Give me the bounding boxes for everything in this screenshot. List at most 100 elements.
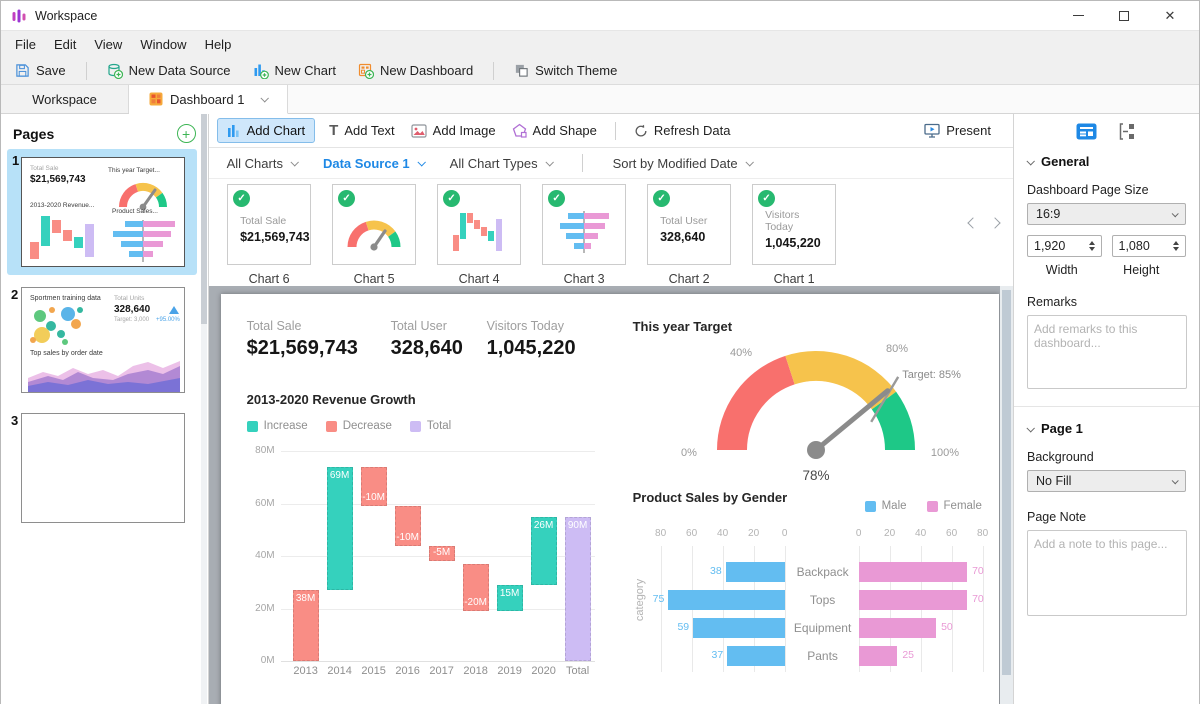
- menu-window[interactable]: Window: [140, 36, 187, 52]
- add-text-button[interactable]: T Add Text: [329, 122, 395, 139]
- bar-chart-plot[interactable]: 0 0 20 20 40 40 60 60 80 80 Backpack 38 70 Tops 75 70 Eq…: [645, 524, 997, 692]
- structure-view-icon[interactable]: [1119, 123, 1137, 140]
- dashboard-page[interactable]: Total Sale $21,569,743 Total User 328,64…: [220, 294, 999, 704]
- new-data-source-icon: [108, 63, 123, 79]
- gallery-card-label: Chart 3: [563, 272, 605, 286]
- gallery-card-chart-6[interactable]: ✓ Total Sale $21,569,743: [227, 184, 312, 265]
- add-page-button[interactable]: +: [176, 124, 196, 143]
- present-button[interactable]: Present: [922, 119, 993, 142]
- canvas-scrollbar[interactable]: [1000, 286, 1013, 704]
- bar-chart-y-axis-label: category: [633, 578, 646, 622]
- filter-separator: [581, 154, 583, 172]
- new-chart-icon: [254, 64, 269, 79]
- title-bar: Workspace ✕: [1, 1, 1199, 31]
- thumbnail-bars-mini: [113, 220, 175, 262]
- add-chart-icon: [227, 124, 239, 137]
- legend-swatch-total: [409, 420, 421, 432]
- minimize-button[interactable]: [1067, 7, 1089, 25]
- waterfall-chart-title: 2013-2020 Revenue Growth: [246, 392, 416, 407]
- page-thumbnail-2[interactable]: Sportmen training data Total Units 328,6…: [21, 287, 185, 393]
- kpi-total-user[interactable]: Total User 328,640: [390, 319, 463, 359]
- dashboard-settings-icon[interactable]: [1076, 123, 1097, 140]
- pages-scrollbar[interactable]: [200, 114, 207, 704]
- close-button[interactable]: ✕: [1164, 7, 1176, 23]
- pages-title: Pages: [13, 125, 55, 142]
- page-thumbnail-3[interactable]: [21, 413, 185, 523]
- refresh-data-button[interactable]: Refresh Data: [632, 119, 733, 142]
- page-thumbnail-1[interactable]: Total Sale $21,569,743 This year Target.…: [21, 157, 185, 267]
- width-stepper-icon[interactable]: [1088, 241, 1095, 251]
- kpi-visitors-today[interactable]: Visitors Today 1,045,220: [486, 319, 576, 359]
- kpi-total-sale[interactable]: Total Sale $21,569,743: [246, 319, 358, 359]
- legend-swatch-female: [926, 500, 938, 512]
- svg-text:100%: 100%: [931, 447, 959, 459]
- gallery-card-chart-2[interactable]: ✓ Total User 328,640: [647, 184, 732, 265]
- filter-sort[interactable]: Sort by Modified Date: [613, 156, 754, 171]
- switch-theme-icon: [516, 64, 528, 77]
- add-shape-button[interactable]: Add Shape: [510, 119, 599, 142]
- menu-edit[interactable]: Edit: [53, 36, 77, 52]
- chevron-down-icon: [1171, 209, 1179, 217]
- present-icon: [924, 123, 940, 138]
- chevron-down-icon: [545, 158, 554, 167]
- section-divider: [1014, 406, 1199, 407]
- bar-chart-title: Product Sales by Gender: [632, 490, 788, 505]
- waterfall-legend: Increase Decrease Total: [246, 420, 451, 432]
- switch-theme-button[interactable]: Switch Theme: [508, 61, 623, 80]
- add-shape-icon: [512, 123, 527, 138]
- gauge-chart-plot[interactable]: Target: 85% 0% 40% 80% 100% 78%: [651, 332, 981, 483]
- gallery-card-chart-4[interactable]: ✓: [437, 184, 522, 265]
- svg-text:80%: 80%: [886, 343, 908, 355]
- remarks-textarea[interactable]: [1027, 315, 1187, 389]
- new-chart-button[interactable]: New Chart: [247, 61, 342, 81]
- general-section-header[interactable]: General: [1026, 154, 1186, 169]
- svg-text:40%: 40%: [730, 347, 752, 359]
- filter-data-source[interactable]: Data Source 1: [323, 156, 426, 171]
- gallery-card-chart-3[interactable]: ✓: [542, 184, 627, 265]
- add-image-button[interactable]: Add Image: [409, 119, 498, 142]
- background-select[interactable]: No Fill: [1027, 470, 1186, 492]
- page-2-number: 2: [11, 287, 19, 302]
- waterfall-chart-plot[interactable]: 0M 20M 40M 60M 80M 38M 2013 69M 2014 -10M 2015 -10M…: [245, 444, 601, 684]
- check-icon: ✓: [443, 190, 461, 207]
- new-data-source-button[interactable]: New Data Source: [101, 61, 237, 81]
- maximize-button[interactable]: [1113, 7, 1135, 25]
- new-dashboard-icon: [358, 63, 374, 79]
- thumbnail-bubble-mini: [30, 307, 83, 345]
- editor-area: Add Chart T Add Text Add Image: [208, 114, 1013, 704]
- gallery-filter-row: All Charts Data Source 1 All Chart Types…: [208, 148, 1013, 179]
- menu-help[interactable]: Help: [204, 36, 232, 52]
- bar-chart-legend: Male Female: [864, 500, 982, 512]
- chevron-down-icon: [1171, 476, 1179, 484]
- page-size-select[interactable]: 16:9: [1027, 203, 1186, 225]
- chevron-down-icon: [745, 158, 754, 167]
- height-stepper-icon[interactable]: [1173, 241, 1179, 251]
- add-chart-button[interactable]: Add Chart: [216, 118, 316, 143]
- svg-text:78%: 78%: [802, 468, 829, 483]
- filter-chart-types[interactable]: All Chart Types: [450, 156, 554, 171]
- page-note-textarea[interactable]: [1027, 530, 1187, 616]
- collapse-icon: [1026, 423, 1035, 433]
- main-toolbar: Save New Data Source New Chart: [1, 57, 1199, 85]
- dashboard-tab-icon: [149, 92, 163, 106]
- thumbnail-area-mini: [28, 361, 180, 392]
- tab-workspace[interactable]: Workspace: [1, 85, 129, 113]
- menu-file[interactable]: File: [15, 36, 36, 52]
- page-section-header[interactable]: Page 1: [1026, 421, 1186, 436]
- gallery-card-chart-5[interactable]: ✓: [332, 184, 417, 265]
- filter-all-charts[interactable]: All Charts: [227, 156, 299, 171]
- tab-dropdown-icon[interactable]: [260, 94, 270, 103]
- page-3-number: 3: [11, 413, 19, 428]
- toolbar-separator: [614, 121, 616, 140]
- height-input[interactable]: 1,080: [1111, 235, 1186, 257]
- gallery-prev-button[interactable]: [967, 217, 979, 229]
- gallery-card-chart-1[interactable]: ✓ Visitors Today 1,045,220: [752, 184, 837, 265]
- app-logo-icon: [12, 9, 26, 22]
- gallery-next-button[interactable]: [989, 217, 1001, 229]
- new-dashboard-button[interactable]: New Dashboard: [352, 61, 479, 81]
- page-size-label: Dashboard Page Size: [1027, 183, 1149, 197]
- save-button[interactable]: Save: [9, 61, 72, 80]
- tab-dashboard-1[interactable]: Dashboard 1: [129, 85, 289, 114]
- width-input[interactable]: 1,920: [1027, 235, 1102, 257]
- menu-view[interactable]: View: [94, 36, 123, 52]
